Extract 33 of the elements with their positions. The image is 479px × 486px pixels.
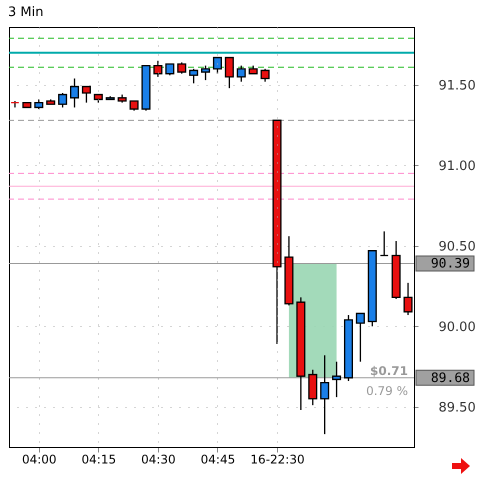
x-tick-label: 16-22:30 [250, 452, 305, 466]
candlestick [212, 56, 222, 74]
candlestick [177, 62, 186, 74]
candlestick [70, 78, 80, 108]
candlestick [34, 98, 44, 110]
candlestick [58, 92, 68, 108]
candlestick [130, 100, 139, 112]
x-tick-label: 04:00 [22, 452, 57, 466]
candlestick [236, 64, 246, 82]
candlestick [153, 60, 162, 78]
candlestick [320, 354, 330, 435]
candlestick [82, 86, 91, 104]
candlestick [165, 63, 174, 76]
annotation: $0.71 [370, 364, 408, 378]
x-tick-label: 04:45 [200, 452, 236, 466]
y-tick-label: 90.50 [438, 239, 476, 254]
x-tick-label: 04:30 [141, 452, 176, 466]
candlestick [380, 230, 389, 256]
x-tick-label: 04:15 [82, 452, 116, 466]
y-tick-label: 91.50 [438, 78, 476, 94]
candlestick [189, 68, 198, 84]
y-tick-label: 91.00 [438, 158, 476, 174]
annotation: 0.79 % [366, 384, 408, 398]
candlestick [356, 312, 365, 362]
ref-line-label: 90.39 [430, 256, 470, 272]
y-tick-label: 89.50 [438, 400, 476, 416]
candlestick [260, 68, 270, 82]
candlestick [201, 64, 210, 81]
chart-title: 3 Min [8, 5, 44, 20]
candlestick [224, 56, 234, 89]
y-tick-label: 90.00 [438, 320, 476, 335]
ref-line-label: 89.68 [430, 370, 470, 386]
candlestick [332, 361, 342, 398]
